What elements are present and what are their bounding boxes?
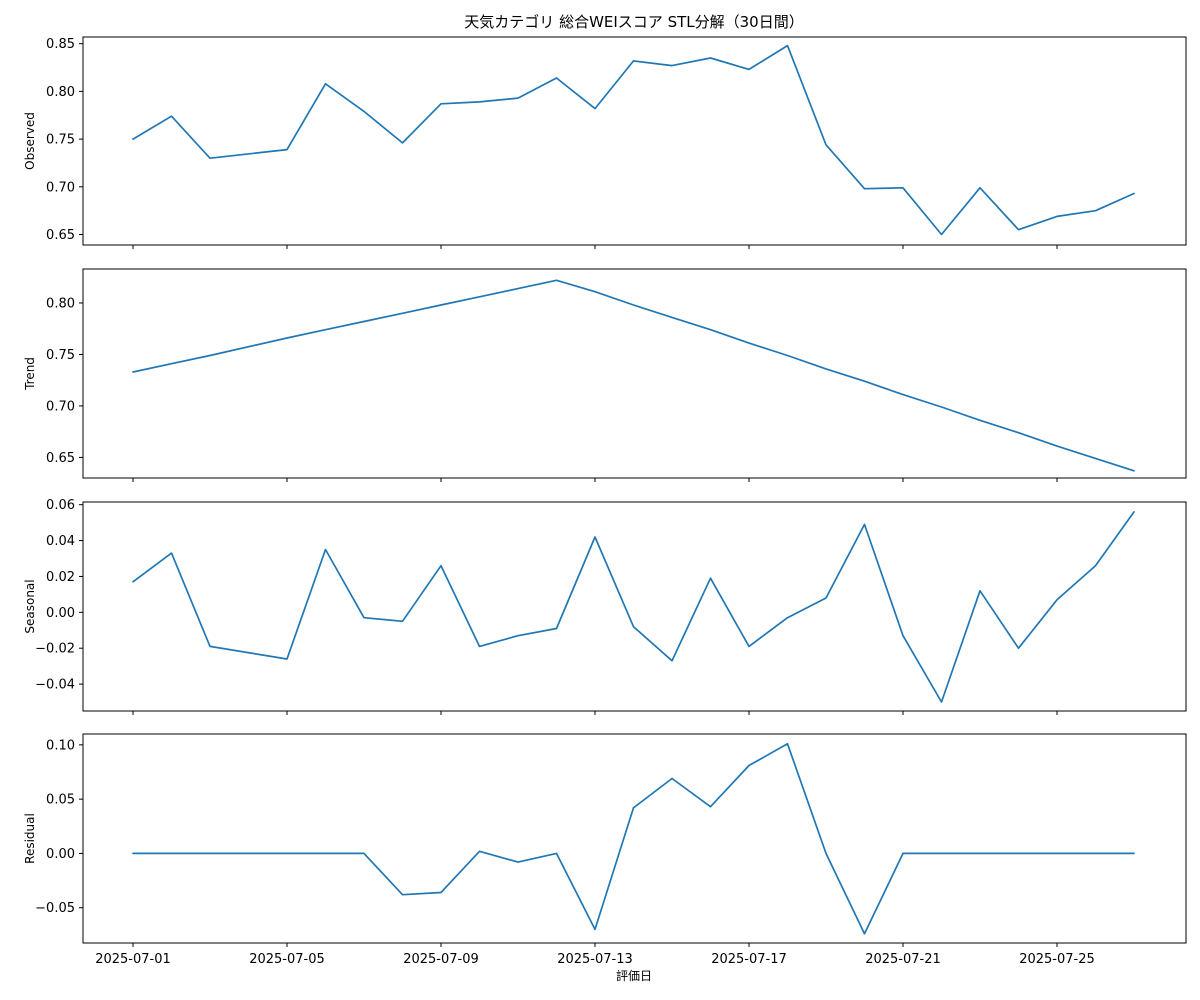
y-tick-label: 0.80 xyxy=(46,85,75,100)
chart-title: 天気カテゴリ 総合WEIスコア STL分解（30日間） xyxy=(464,13,803,31)
panel-frame xyxy=(82,268,1187,479)
panel-frame xyxy=(82,501,1187,712)
y-axis-label: Observed xyxy=(23,112,37,170)
x-tick-label: 2025-07-05 xyxy=(249,952,325,967)
y-tick-label: −0.05 xyxy=(35,901,75,916)
y-axis-label: Residual xyxy=(23,813,37,864)
panel-residual: −0.05 0.00 0.05 0.10 Residual 2025-07-01 2025-… xyxy=(23,733,1187,967)
y-tick-label: 0.80 xyxy=(46,296,75,311)
x-tick-label: 2025-07-13 xyxy=(557,952,633,967)
y-tick-label: −0.04 xyxy=(35,678,75,693)
x-tick-label: 2025-07-21 xyxy=(865,952,941,967)
y-tick-label: 0.75 xyxy=(46,348,75,363)
y-axis-label: Trend xyxy=(23,357,37,391)
series-line-seasonal xyxy=(132,511,1135,703)
y-tick-label: 0.10 xyxy=(46,738,75,753)
panels: 0.65 0.70 0.75 0.80 0.85 Observed 0.65 0.70 0.75… xyxy=(23,36,1187,967)
y-tick-label: 0.05 xyxy=(46,793,75,808)
y-tick-label: 0.02 xyxy=(46,570,75,585)
x-axis-label: 評価日 xyxy=(616,968,652,983)
y-tick-label: 0.00 xyxy=(46,847,75,862)
x-tick-label: 2025-07-01 xyxy=(95,952,171,967)
x-tick-label: 2025-07-17 xyxy=(711,952,787,967)
y-tick-label: 0.70 xyxy=(46,180,75,195)
panel-frame xyxy=(82,36,1187,246)
y-axis-label: Seasonal xyxy=(23,579,37,633)
panel-frame xyxy=(82,733,1187,944)
y-tick-label: 0.65 xyxy=(46,228,75,243)
series-line-residual xyxy=(132,742,1135,935)
x-tick-label: 2025-07-09 xyxy=(403,952,479,967)
y-tick-label: 0.75 xyxy=(46,133,75,148)
panel-seasonal: −0.04 −0.02 0.00 0.02 0.04 0.06 Seasonal xyxy=(23,498,1187,715)
y-tick-label: 0.85 xyxy=(46,37,75,52)
x-tick-label: 2025-07-25 xyxy=(1019,952,1095,967)
y-tick-label: −0.02 xyxy=(35,642,75,657)
y-tick-label: 0.65 xyxy=(46,451,75,466)
y-tick-label: 0.06 xyxy=(46,498,75,513)
panel-observed: 0.65 0.70 0.75 0.80 0.85 Observed xyxy=(23,36,1187,249)
series-line-observed xyxy=(132,44,1135,236)
y-tick-label: 0.00 xyxy=(46,606,75,621)
y-tick-label: 0.70 xyxy=(46,399,75,414)
series-line-trend xyxy=(132,279,1135,472)
panel-trend: 0.65 0.70 0.75 0.80 Trend xyxy=(23,268,1187,482)
y-tick-label: 0.04 xyxy=(46,534,75,549)
